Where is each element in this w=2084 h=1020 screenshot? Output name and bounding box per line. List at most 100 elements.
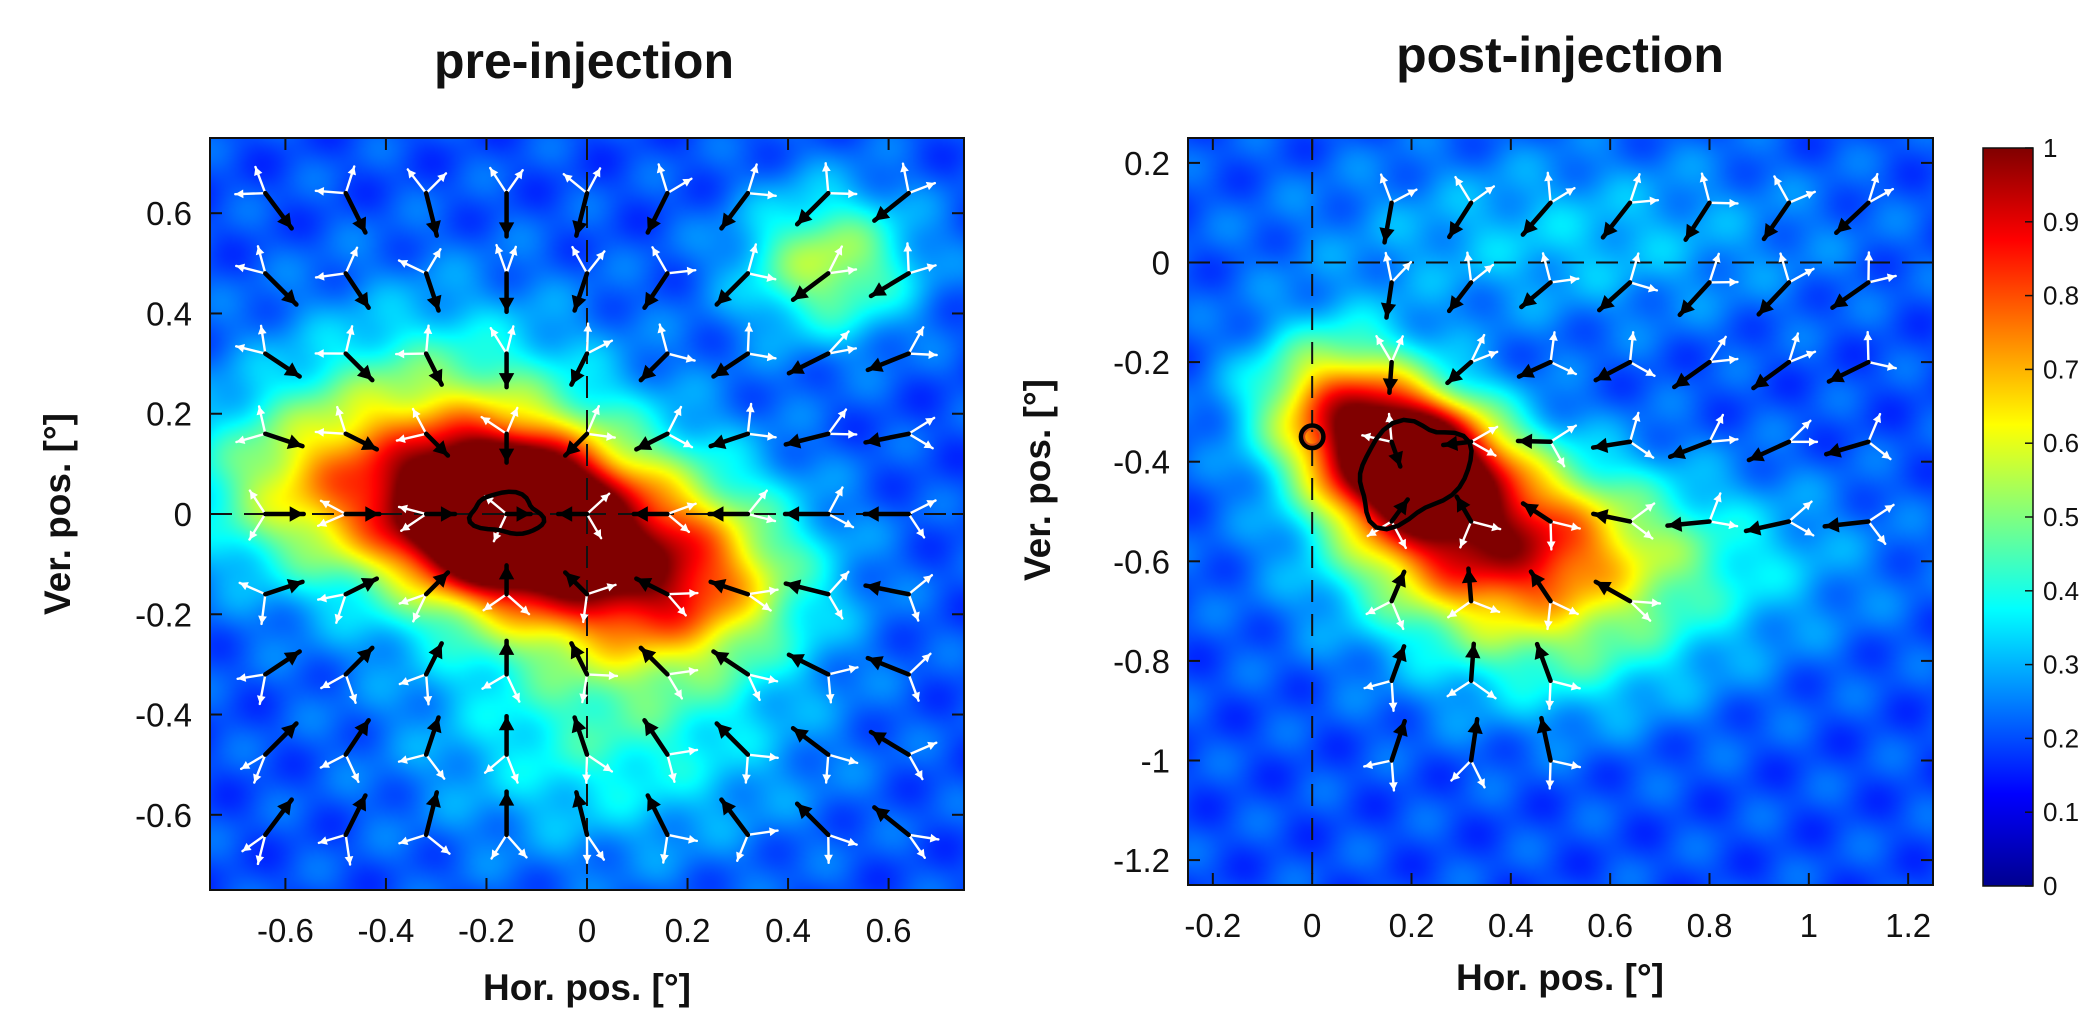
vector-arrow-light <box>1549 520 1581 531</box>
vector-arrow-light <box>314 428 347 437</box>
vector-arrow-light <box>827 330 850 355</box>
vector-arrow-light <box>907 350 938 359</box>
vector-arrow-light <box>666 512 691 534</box>
vector-arrow-light <box>907 499 937 516</box>
vector-arrow-light <box>1628 502 1656 523</box>
vector-arrow-light <box>505 169 524 195</box>
vector-arrow-light <box>1628 598 1662 608</box>
vector-arrow-light <box>234 189 267 199</box>
vector-arrow-dark <box>1382 359 1399 395</box>
tick-layer: -0.6 -0.4 -0.2 0 0.2 0.4 0.6 0.6 0.4 0.2 0 -0.2 -0.4… <box>135 138 964 949</box>
vector-arrow-light <box>1867 187 1895 204</box>
vector-arrow-light <box>505 406 519 435</box>
vector-arrow-light <box>1388 759 1398 792</box>
vector-arrow-light <box>666 588 699 598</box>
vector-arrow-light <box>394 349 428 359</box>
vector-arrow-light <box>248 512 267 541</box>
vector-arrow-light <box>585 833 606 861</box>
y-tick-label: -0.8 <box>1113 643 1170 680</box>
vector-arrow-light <box>827 570 850 596</box>
vector-arrow-light <box>320 673 347 690</box>
vector-arrow-light <box>666 833 699 844</box>
vector-arrow-dark <box>865 655 911 677</box>
vector-arrow-dark <box>498 563 515 597</box>
vector-arrow-light <box>1787 332 1800 364</box>
vector-arrow-light <box>1469 425 1499 443</box>
vector-arrow-light <box>585 250 606 275</box>
vector-arrow-light <box>1390 335 1404 364</box>
vector-arrow-light <box>1708 335 1727 364</box>
vector-arrow-light <box>1454 175 1473 204</box>
y-axis-label: Ver. pos. [°] <box>1017 379 1058 581</box>
vector-arrow-light <box>424 172 448 195</box>
vector-arrow-light <box>1469 263 1495 284</box>
vector-arrow-dark <box>423 506 458 522</box>
vector-arrow-dark <box>343 645 375 677</box>
vector-arrow-light <box>825 673 835 704</box>
vector-arrow-dark <box>263 721 299 757</box>
vector-arrow-dark <box>343 576 380 597</box>
vector-arrow-dark <box>1536 715 1553 763</box>
vector-arrow-light <box>582 833 592 865</box>
vector-arrow-light <box>1446 599 1473 619</box>
vector-arrow-light <box>239 753 267 771</box>
vector-arrow-light <box>1787 437 1819 447</box>
vector-arrow-light <box>335 405 347 435</box>
vector-arrow-dark <box>1388 439 1403 469</box>
vector-arrow-dark <box>711 351 751 379</box>
vector-arrow-dark <box>634 431 670 452</box>
vector-arrow-light <box>397 259 428 275</box>
vector-arrow-light <box>821 162 831 195</box>
overlay-layer <box>210 138 964 890</box>
vector-arrow-light <box>1469 350 1499 364</box>
vector-arrow-dark <box>1467 716 1483 763</box>
vector-arrow-dark <box>1834 200 1871 236</box>
vector-arrow-light <box>827 664 859 676</box>
vector-arrow-light <box>746 489 768 516</box>
vector-arrow-light <box>827 833 858 847</box>
vector-arrow-dark <box>863 580 911 597</box>
vector-arrow-light <box>397 504 428 516</box>
vector-arrow-dark <box>263 431 305 450</box>
vector-arrow-light <box>745 402 755 435</box>
vector-arrow-light <box>1708 492 1722 523</box>
vector-arrow-dark <box>1677 280 1712 318</box>
y-tick-label: 0 <box>1152 245 1170 282</box>
vector-arrow-light <box>505 833 528 859</box>
vector-arrow-dark <box>783 579 831 597</box>
x-tick-label: 0.4 <box>1488 907 1534 944</box>
vector-arrow-light <box>1390 188 1418 204</box>
vector-arrow-dark <box>572 190 590 238</box>
vector-arrow-light <box>344 165 356 195</box>
vector-arrow-light <box>505 673 521 703</box>
vector-arrow-dark <box>569 351 590 387</box>
vector-arrow-dark <box>1593 359 1633 383</box>
vector-arrow-light <box>585 404 600 435</box>
vector-arrow-light <box>255 833 267 866</box>
vector-arrow-light <box>490 833 508 860</box>
x-axis-label: Hor. pos. [°] <box>483 967 691 1008</box>
x-tick-label: -0.2 <box>1184 907 1241 944</box>
vector-arrow-light <box>827 512 855 529</box>
vector-arrow-light <box>1708 413 1725 443</box>
vector-arrow-light <box>582 753 591 784</box>
x-tick-label: 0.8 <box>1687 907 1733 944</box>
vector-arrow-light <box>746 352 777 362</box>
vector-arrow-dark <box>343 431 380 452</box>
vector-arrow-dark <box>343 190 368 235</box>
vector-arrow-dark <box>638 645 670 677</box>
colorbar-tick-label: 0 <box>2043 871 2057 901</box>
vector-arrow-dark <box>555 506 590 522</box>
vector-arrow-dark <box>423 790 441 838</box>
y-tick-label: -1.2 <box>1113 842 1170 879</box>
heatmap-image <box>1188 138 1933 885</box>
vector-arrow-dark <box>343 793 368 838</box>
vector-arrow-dark <box>343 271 371 310</box>
colorbar-tick-label: 0.2 <box>2043 723 2079 753</box>
vector-arrow-light <box>907 181 937 195</box>
vector-arrow-light <box>1363 679 1393 691</box>
vector-arrow-dark <box>1683 200 1712 242</box>
vector-arrow-light <box>579 593 589 624</box>
colorbar-tick-label: 1 <box>2043 133 2057 163</box>
vector-arrow-dark <box>782 506 831 522</box>
